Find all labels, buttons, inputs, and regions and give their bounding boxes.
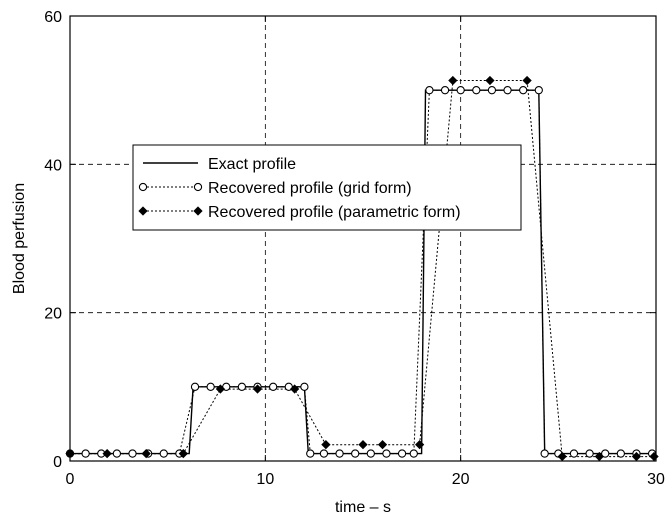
grid-form-point: [128, 449, 137, 458]
parametric-form-point: [215, 384, 226, 394]
grid-form-point: [366, 449, 375, 458]
x-tick-label: 10: [256, 471, 274, 488]
grid-form-point: [540, 449, 549, 458]
grid-form-point: [81, 449, 90, 458]
grid-form-point: [519, 86, 528, 95]
legend-label-grid: Recovered profile (grid form): [208, 180, 412, 197]
grid-form-point: [472, 86, 481, 95]
grid-form-point: [306, 449, 315, 458]
grid-form-point: [569, 449, 579, 458]
legend-marker-parametric: [193, 206, 203, 216]
legend-marker-grid: [138, 182, 148, 192]
parametric-form-point: [522, 75, 532, 86]
grid-form-point: [503, 86, 512, 95]
grid-form-point: [382, 449, 391, 458]
y-tick-label: 60: [44, 9, 62, 26]
grid-form-point: [335, 449, 344, 458]
grid-form-point: [585, 449, 594, 458]
parametric-form-point: [102, 448, 112, 459]
legend: Exact profile Recovered profile (grid for…: [132, 144, 522, 231]
legend-marker-parametric: [138, 206, 148, 216]
legend-marker-grid: [193, 182, 203, 192]
parametric-form-point: [290, 384, 300, 394]
y-tick-label: 40: [44, 157, 62, 174]
parametric-form-point: [321, 440, 331, 450]
grid-form-point: [487, 86, 497, 95]
axis-ticks: 0 10 20 30 0 20 40 60: [44, 9, 665, 488]
series-exact-line: [70, 89, 656, 455]
grid-form-point: [190, 382, 200, 391]
y-tick-label: 20: [44, 306, 62, 323]
grid-form-point: [300, 382, 309, 391]
grid-form-point: [237, 382, 247, 391]
grid-form-point: [409, 449, 418, 458]
x-tick-label: 30: [647, 471, 665, 488]
parametric-form-point: [358, 440, 368, 450]
parametric-form-point: [377, 440, 388, 450]
plot-frame: [69, 15, 657, 462]
legend-label-exact: Exact profile: [208, 156, 296, 173]
grid-form-point: [616, 449, 625, 458]
parametric-form-point: [415, 440, 425, 450]
grid-form-point: [440, 86, 450, 95]
grid-form-point: [534, 86, 543, 95]
legend-label-parametric: Recovered profile (parametric form): [208, 204, 461, 221]
grid-form-point: [112, 449, 122, 458]
parametric-form-point: [178, 448, 188, 459]
grid-form-point: [268, 382, 278, 391]
parametric-form-point: [448, 75, 458, 86]
parametric-form-point: [485, 75, 495, 86]
x-tick-label: 20: [452, 471, 470, 488]
series-layer: [65, 75, 659, 462]
grid-form-point: [351, 449, 360, 458]
grid-form-point: [159, 449, 168, 458]
grid-form-point: [425, 86, 434, 95]
grid-form-point: [397, 449, 407, 458]
gridlines: [70, 16, 656, 461]
x-tick-label: 0: [66, 471, 75, 488]
grid-form-point: [601, 449, 610, 458]
parametric-form-point: [141, 448, 151, 459]
parametric-form-point: [252, 384, 263, 394]
y-axis-label: Blood perfusion: [11, 183, 28, 294]
x-axis-label: time – s: [335, 499, 391, 516]
y-tick-label: 0: [53, 454, 62, 471]
grid-form-point: [319, 449, 329, 458]
series-parametric-line: [70, 80, 654, 458]
grid-form-point: [206, 382, 215, 391]
grid-form-point: [456, 86, 465, 95]
